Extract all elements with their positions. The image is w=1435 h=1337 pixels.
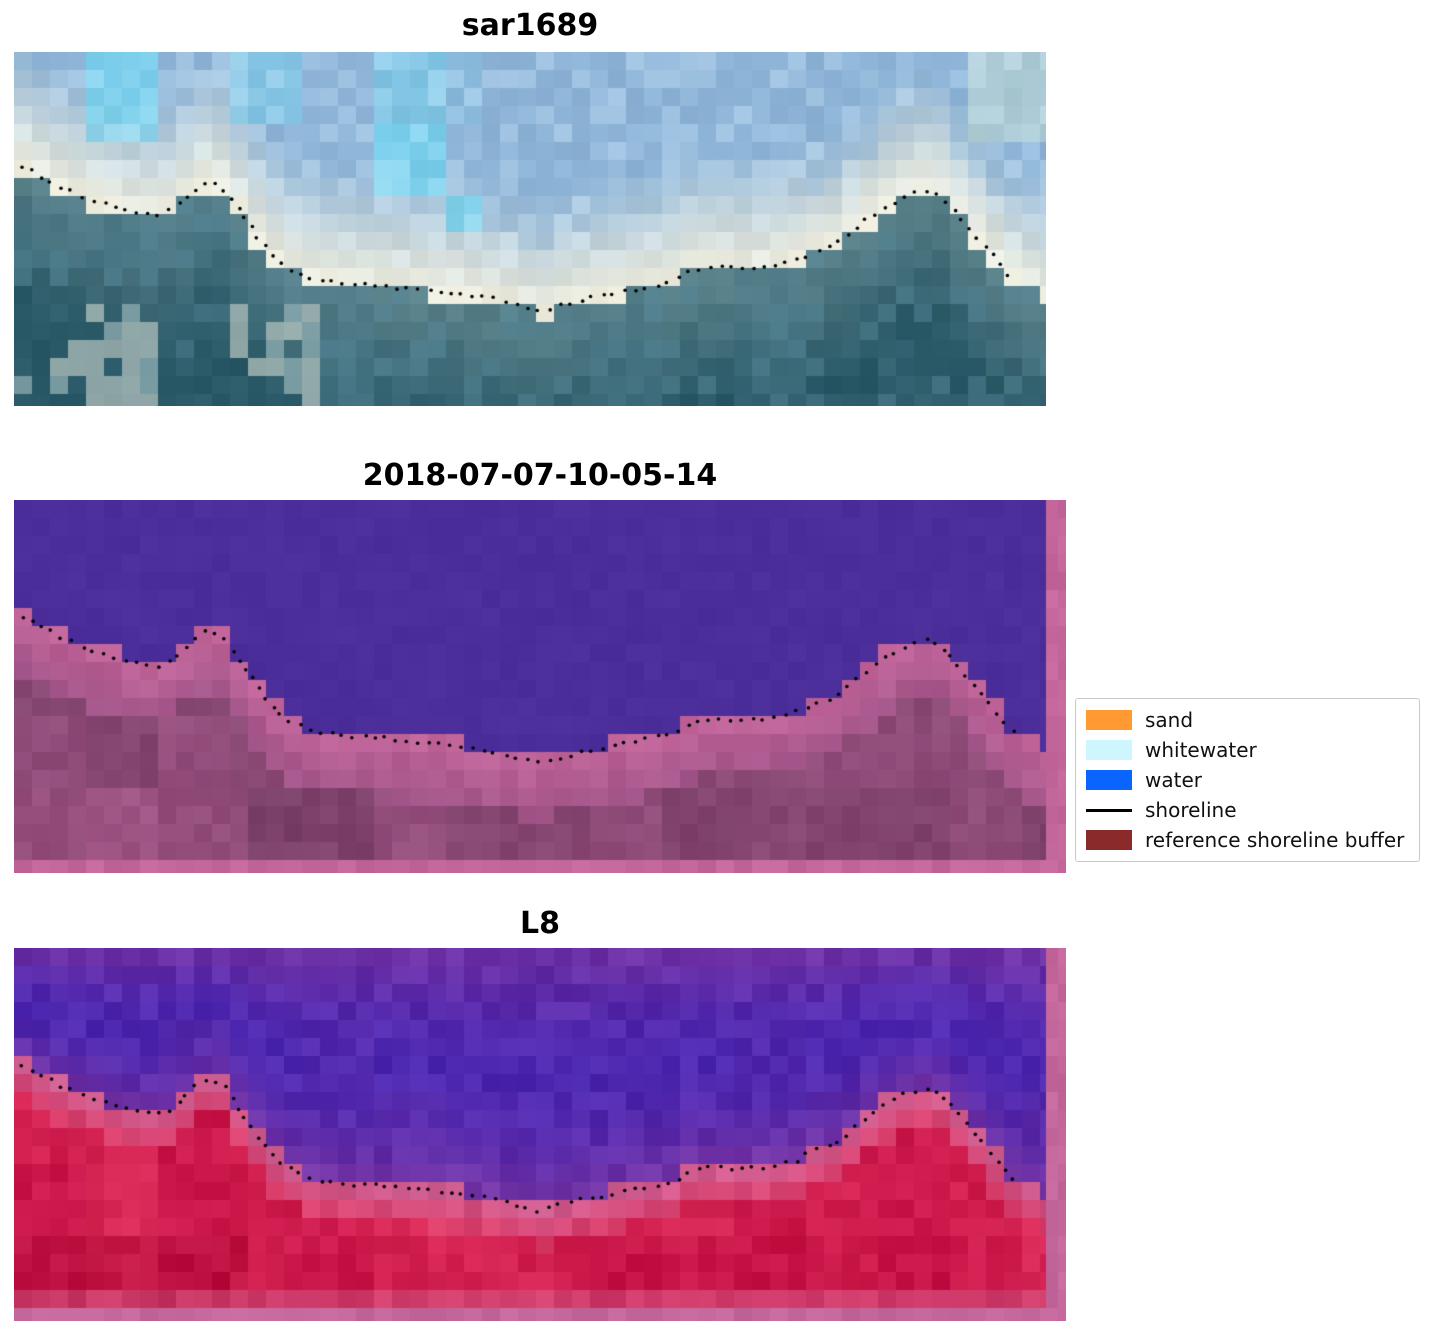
legend-label-shoreline: shoreline [1145, 798, 1237, 822]
sar-image [14, 52, 1046, 406]
panel-title-l8: L8 [520, 906, 560, 941]
legend-label-sand: sand [1145, 708, 1194, 732]
legend-item-shoreline: shoreline [1086, 795, 1409, 825]
legend-label-water: water [1145, 768, 1202, 792]
panel-title-sar1689: sar1689 [461, 8, 599, 43]
legend: sand whitewater water shoreline referenc… [1075, 698, 1420, 862]
l8-image [14, 948, 1066, 1321]
panel-title-classified: 2018-07-07-10-05-14 [362, 458, 718, 493]
classified-image [14, 500, 1066, 873]
legend-label-reference-buffer: reference shoreline buffer [1145, 828, 1405, 852]
whitewater-swatch [1086, 740, 1132, 760]
water-swatch [1086, 770, 1132, 790]
legend-item-sand: sand [1086, 705, 1409, 735]
legend-label-whitewater: whitewater [1145, 738, 1257, 762]
sand-swatch [1086, 710, 1132, 730]
reference-buffer-swatch [1086, 830, 1132, 850]
legend-item-whitewater: whitewater [1086, 735, 1409, 765]
legend-item-water: water [1086, 765, 1409, 795]
legend-item-reference-buffer: reference shoreline buffer [1086, 825, 1409, 855]
shoreline-swatch [1086, 808, 1132, 812]
